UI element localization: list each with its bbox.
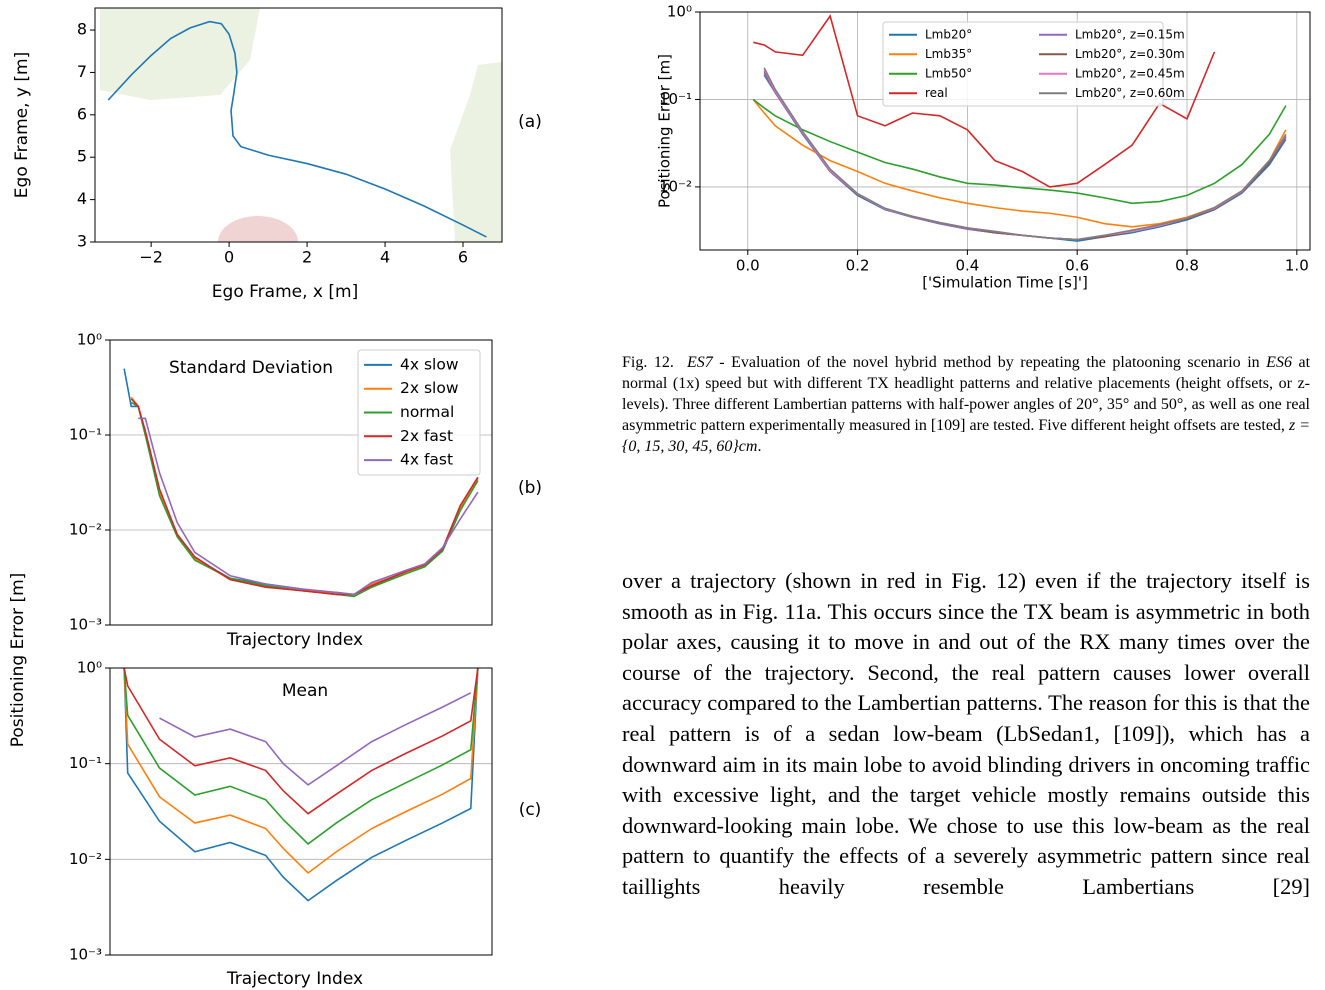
x-tick-label: 6 (458, 248, 468, 267)
y-axis-label: Positioning Error [m] (8, 573, 28, 748)
legend-label: 4x slow (400, 355, 459, 373)
y-tick-label: 10⁻¹ (659, 90, 692, 108)
x-tick-label: 4 (380, 248, 390, 267)
legend-label: Lmb20°, z=0.60m (1075, 86, 1185, 100)
legend-label: 4x fast (400, 451, 453, 469)
figure-caption: Fig. 12. ES7 - Evaluation of the novel h… (622, 352, 1310, 457)
y-tick-label: 10⁻³ (69, 616, 102, 634)
legend-label: Lmb35° (925, 47, 972, 61)
scene-background (100, 8, 502, 242)
data-line (159, 692, 472, 786)
plot-area (123, 668, 479, 902)
y-axis-label: Ego Frame, y [m] (12, 52, 32, 198)
data-line (753, 14, 1216, 188)
axes-frame (94, 7, 503, 243)
annotation: (a) (518, 112, 542, 132)
x-tick-label: 0 (224, 248, 234, 267)
body-paragraph: over a trajectory (shown in red in Fig. … (622, 568, 1310, 899)
x-tick-label: 1.0 (1285, 257, 1309, 275)
chart: 10⁻³ 10⁻² 10⁻¹ 10⁰ Trajectory Index Mean (c) (69, 659, 541, 990)
y-tick-label: 10⁻² (69, 850, 102, 868)
axes-frame (699, 11, 1311, 251)
legend-label: Lmb20°, z=0.30m (1075, 47, 1185, 61)
plot-area (752, 14, 1287, 242)
legend-label: Lmb20°, z=0.15m (1075, 27, 1185, 41)
caption-text: at normal (1x) speed but with different … (622, 354, 1311, 434)
legend-label: Lmb20°, z=0.45m (1075, 66, 1185, 80)
legend-label: Lmb20° (925, 27, 972, 41)
annotation: (b) (518, 478, 542, 498)
axes-frame (109, 667, 493, 956)
caption-math: z = {0, 15, 30, 45, 60}cm (622, 417, 1310, 455)
x-axis-label: ['Simulation Time [s]'] (922, 274, 1088, 292)
y-tick-label: 10⁻³ (69, 946, 102, 964)
y-tick-label: 10⁻¹ (69, 426, 102, 444)
data-line (123, 668, 479, 845)
data-line (123, 668, 479, 815)
y-tick-label: 10⁻² (69, 521, 102, 539)
x-tick-label: 0.0 (736, 257, 760, 275)
x-tick-label: 2 (302, 248, 312, 267)
y-tick-label: 8 (77, 20, 87, 39)
chart: 10⁻² 10⁻¹ 10⁰ 0.0 0.2 0.4 0.6 0.8 1.0 ['Simulatio… (656, 3, 1311, 292)
y-tick-label: 5 (77, 147, 87, 166)
x-tick-label: −2 (139, 248, 163, 267)
y-tick-label: 10⁻¹ (69, 754, 102, 772)
legend-label: real (925, 86, 948, 100)
y-tick-label: 10⁻² (659, 177, 692, 195)
y-tick-label: 10⁰ (77, 331, 102, 349)
plot-area (123, 368, 479, 598)
y-tick-label: 3 (77, 232, 87, 251)
y-tick-label: 10⁰ (667, 3, 692, 21)
plot-area (107, 20, 487, 238)
legend-box (357, 349, 481, 476)
x-axis-label: Ego Frame, x [m] (212, 282, 358, 302)
y-axis-label: Positioning Error [m] (656, 54, 674, 208)
x-tick-label: 0.6 (1065, 257, 1089, 275)
data-line (123, 668, 479, 875)
annotation: Standard Deviation (169, 358, 333, 378)
y-tick-label: 6 (77, 104, 87, 123)
y-tick-label: 4 (77, 189, 87, 208)
caption-text: ES7 (686, 354, 713, 371)
x-axis-label: Trajectory Index (226, 969, 363, 989)
data-line (123, 668, 479, 902)
legend-label: 2x fast (400, 427, 453, 445)
background-shape (100, 8, 260, 100)
caption-text: - Evaluation of the novel hybrid method … (719, 354, 1260, 371)
chart: 3 4 5 6 7 8 −2 0 2 4 6 Ego Frame, x [m] Ego Frame, y… (12, 7, 542, 302)
axes-frame (109, 339, 493, 626)
annotation: Mean (282, 681, 328, 701)
background-shape (218, 216, 298, 242)
x-tick-label: 0.8 (1175, 257, 1199, 275)
chart: 10⁻³ 10⁻² 10⁻¹ 10⁰ Trajectory Index Positioni… (8, 331, 542, 748)
background-shape (450, 62, 502, 242)
caption-text: . (757, 438, 762, 455)
data-line (763, 67, 1287, 241)
caption-label: Fig. 12. (622, 354, 674, 371)
y-tick-label: 10⁰ (77, 659, 102, 677)
data-line (107, 20, 487, 238)
data-line (752, 98, 1287, 205)
legend-label: 2x slow (400, 379, 459, 397)
legend-box (882, 21, 1164, 107)
data-line (752, 98, 1287, 228)
caption-text: ES6 (1266, 354, 1292, 371)
annotation: (c) (519, 800, 542, 820)
data-line (138, 417, 479, 596)
legend-label: normal (400, 403, 454, 421)
y-tick-label: 7 (77, 62, 87, 81)
x-axis-label: Trajectory Index (226, 630, 363, 650)
x-tick-label: 0.2 (846, 257, 870, 275)
x-tick-label: 0.4 (955, 257, 979, 275)
legend-label: Lmb50° (925, 66, 972, 80)
